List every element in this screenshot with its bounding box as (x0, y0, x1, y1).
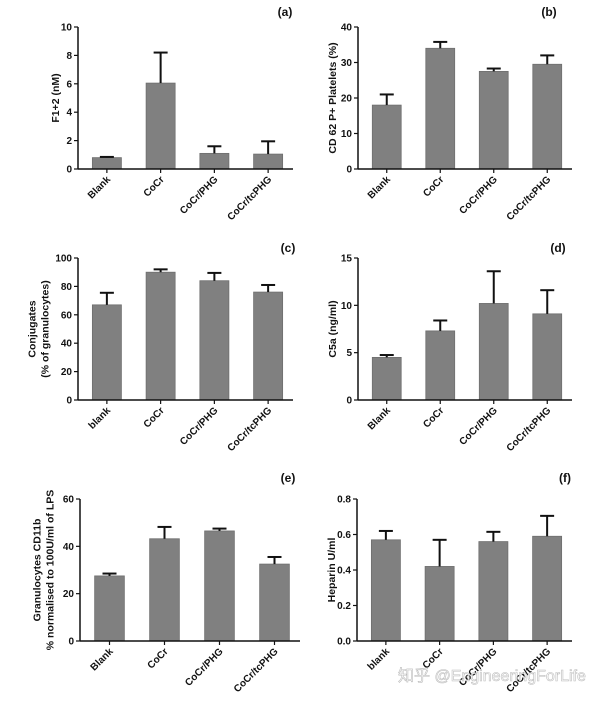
y-tick-label-a-0: 0 (66, 165, 72, 176)
y-tick-label-f-4: 0.8 (337, 495, 351, 506)
y-tick-label-f-0: 0.0 (337, 637, 351, 648)
panel-label-a: (a) (278, 5, 293, 19)
y-tick-label-b-1: 10 (341, 129, 353, 140)
y-axis-title-a: F1+2 (nM) (50, 73, 62, 122)
bar-e-1 (149, 538, 180, 642)
bar-b-0 (371, 104, 402, 170)
bar-c-2 (199, 280, 230, 401)
y-tick-label-d-2: 10 (341, 301, 353, 312)
panel-label-b: (b) (541, 5, 556, 19)
y-tick-label-c-0: 0 (66, 396, 72, 407)
bar-c-1 (145, 271, 176, 401)
y-tick-label-f-2: 0.4 (337, 566, 351, 577)
watermark-text: 知乎 @EngineeringForLife (398, 667, 586, 685)
y-tick-label-d-0: 0 (346, 396, 352, 407)
y-tick-label-c-1: 20 (61, 367, 73, 378)
y-tick-label-c-4: 80 (61, 282, 73, 293)
y-tick-label-f-3: 0.6 (337, 530, 351, 541)
y-axis-title-e-0: Granulocytes CD11b (32, 519, 44, 622)
bar-f-1 (424, 566, 455, 642)
y-tick-label-d-1: 5 (346, 348, 352, 359)
bar-e-2 (204, 530, 235, 642)
y-tick-label-e-2: 40 (63, 542, 75, 553)
panel-label-c: (c) (281, 241, 296, 255)
y-tick-label-b-3: 30 (341, 58, 353, 69)
y-tick-label-c-5: 100 (55, 254, 72, 265)
y-tick-label-e-1: 20 (63, 589, 75, 600)
bar-c-0 (91, 304, 122, 401)
y-tick-label-b-0: 0 (346, 165, 352, 176)
y-tick-label-b-2: 20 (341, 94, 353, 105)
y-tick-label-a-3: 6 (66, 79, 72, 90)
y-axis-title-c-1: (% of granulocytes) (40, 280, 52, 377)
panel-label-d: (d) (550, 241, 565, 255)
bar-d-2 (478, 303, 509, 401)
y-tick-label-e-3: 60 (63, 495, 75, 506)
y-tick-label-a-1: 2 (66, 136, 72, 147)
bar-b-1 (425, 47, 456, 170)
y-tick-label-b-4: 40 (341, 23, 353, 34)
y-tick-label-e-0: 0 (68, 637, 74, 648)
y-tick-label-d-3: 15 (341, 254, 353, 265)
y-tick-label-c-2: 40 (61, 339, 73, 350)
y-axis-title-c-0: Conjugates (27, 300, 39, 357)
bar-f-2 (478, 541, 509, 642)
bar-a-1 (145, 82, 176, 170)
y-axis-title-e-1: % normalised to 100U/ml of LPS (45, 490, 57, 650)
y-axis-title-d: C5a (ng/ml) (327, 300, 339, 357)
y-tick-label-c-3: 60 (61, 310, 73, 321)
panel-label-e: (e) (281, 471, 296, 485)
y-tick-label-a-4: 8 (66, 51, 72, 62)
bar-d-3 (532, 313, 563, 401)
y-tick-label-a-2: 4 (66, 108, 72, 119)
y-axis-title-b: CD 62 P+ Platelets (%) (327, 42, 339, 153)
y-axis-title-f: Heparin U/ml (326, 538, 338, 603)
y-tick-label-a-5: 10 (61, 23, 73, 34)
y-tick-label-f-1: 0.2 (337, 601, 351, 612)
bar-b-2 (478, 70, 509, 170)
bar-d-1 (425, 330, 456, 401)
panel-label-f: (f) (559, 471, 571, 485)
